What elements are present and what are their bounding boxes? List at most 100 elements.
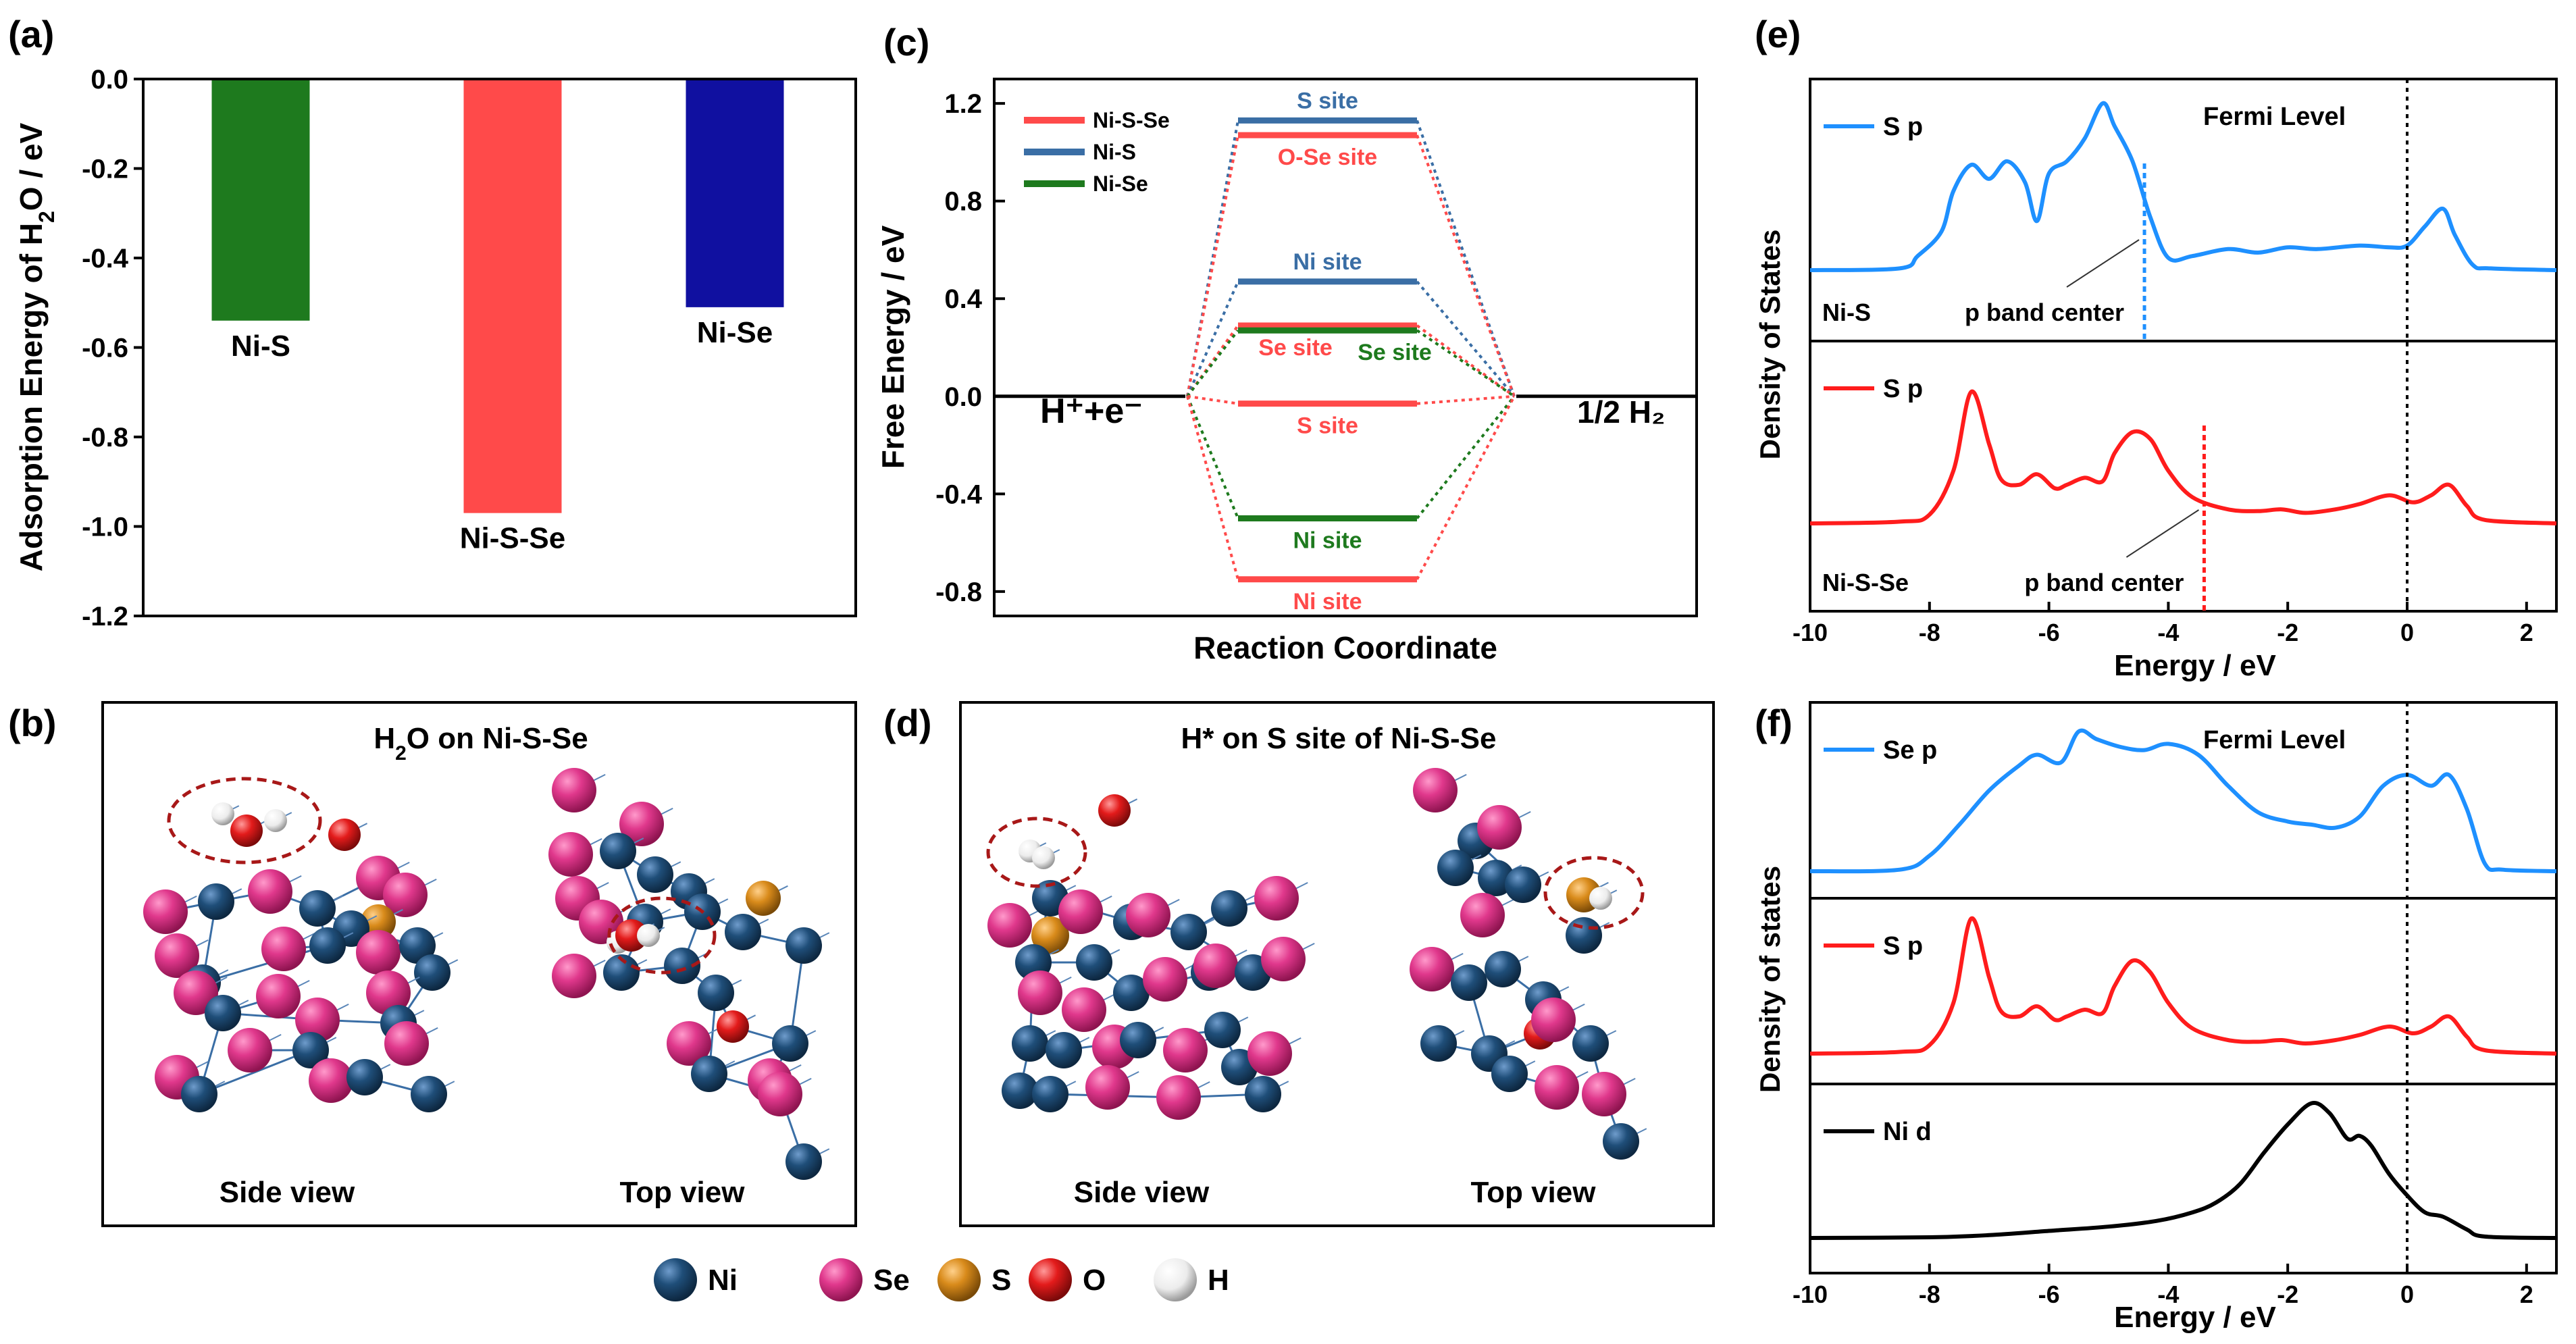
se-atom [261, 927, 306, 971]
c-connector-right [1416, 395, 1516, 580]
h-atom [1032, 846, 1055, 869]
se-atom [1163, 1028, 1208, 1072]
a-ytick-label: -0.8 [82, 423, 128, 453]
ni-atom [1204, 1012, 1241, 1048]
chart-a-bar: 0.0-0.2-0.4-0.6-0.8-1.0-1.2 Ni-SNi-S-SeN… [14, 65, 857, 631]
c-level-label: Se site [1258, 335, 1333, 361]
c-ytick-label: -0.8 [935, 577, 982, 607]
se-atom [309, 1058, 353, 1103]
se-atom [1535, 1065, 1579, 1110]
f-body-xtick-label: 2 [2520, 1281, 2533, 1308]
c-connector-right [1416, 324, 1516, 398]
ni-atom [292, 1032, 329, 1068]
c-connector-left [1186, 396, 1239, 519]
se-atom [1018, 971, 1062, 1015]
c-level-label: Ni site [1293, 589, 1362, 615]
ni-atom [1572, 1025, 1609, 1062]
se-atom [383, 873, 428, 917]
c-ytick-label: 0.4 [944, 284, 982, 314]
h-atom [211, 802, 234, 825]
a-bar-label: Ni-Se [697, 316, 773, 349]
d-top-label: Top view [1471, 1176, 1597, 1209]
ni-atom [1485, 951, 1521, 987]
e-body-xtick-label: 0 [2400, 619, 2414, 646]
o-atom [1098, 794, 1131, 827]
a-ytick-label: -0.4 [82, 244, 129, 274]
legend-atom-label: Ni [708, 1264, 738, 1297]
e-body-legend-label: S p [1883, 113, 1923, 141]
ni-atom [411, 1076, 447, 1112]
c-start-label: H⁺+e⁻ [1040, 392, 1143, 431]
c-energy-levels: S site O-Se site Ni site Se site Se site S si… [994, 88, 1697, 615]
legend-atom-label: Se [873, 1264, 910, 1297]
ni-atom [1170, 914, 1207, 950]
f-body-legend-label: S p [1883, 932, 1923, 960]
se-atom [1413, 768, 1458, 812]
ni-atom [1491, 1056, 1528, 1092]
legend-o-atom [1029, 1258, 1072, 1301]
f-body-legend-label: Ni d [1883, 1118, 1932, 1146]
se-atom [384, 1021, 429, 1066]
e-body-legend-label: S p [1883, 375, 1923, 403]
ni-atom [198, 883, 234, 920]
se-atom [1143, 957, 1187, 1002]
f-plot-body: Se p S p Ni d Fermi Level -10 -8 -6 -4 -2 0 2 [1793, 701, 2558, 1308]
ni-atom [1076, 944, 1112, 981]
d-frame [959, 701, 1715, 1227]
c-connector-right [1416, 394, 1515, 405]
se-atom [1460, 893, 1505, 937]
se-atom [143, 889, 188, 934]
c-axis-ticks: 1.2 0.8 0.4 0.0 -0.4 -0.8 [935, 89, 1005, 607]
ni-atom [1420, 1025, 1457, 1062]
c-connector-right [1416, 395, 1516, 519]
f-ylabel: Density of states [1754, 866, 1786, 1093]
c-level-label: O-Se site [1278, 145, 1377, 170]
a-bars: Ni-S Ni-S-Se Ni-Se [211, 79, 784, 555]
b-top-view-model [548, 768, 830, 1180]
ni-atom [1113, 975, 1150, 1011]
structure-b: H2O on Ni-S-Se Side view Top view [101, 701, 857, 1227]
c-legend-label: Ni-S-Se [1093, 108, 1170, 132]
f-body-xtick-label: -4 [2157, 1281, 2179, 1308]
c-level-label: Ni site [1293, 527, 1362, 553]
ni-atom [1032, 1076, 1068, 1112]
h-atom [1589, 887, 1612, 910]
ni-atom [205, 995, 241, 1031]
f-body-dos-curve [1809, 728, 2557, 874]
f-xlabel: Energy / eV [2114, 1301, 2276, 1334]
c-xlabel: Reaction Coordinate [1193, 630, 1497, 665]
e-body-system-label: Ni-S-Se [1822, 569, 1909, 596]
a-bar-ni-s [211, 79, 310, 321]
ni-atom [414, 954, 450, 991]
se-atom [1058, 889, 1103, 934]
c-connector-right [1416, 134, 1516, 397]
c-legend-label: Ni-Se [1093, 172, 1148, 196]
c-level-label: Se site [1358, 340, 1432, 365]
se-atom [619, 802, 664, 846]
f-body-subpanel-frame [1809, 701, 2558, 900]
se-atom [256, 974, 301, 1018]
e-body-subpanel-frame [1809, 340, 2558, 613]
ni-atom [725, 914, 761, 950]
e-ylabel: Density of States [1754, 230, 1786, 460]
e-body-dos-curve [1809, 101, 2557, 272]
c-end-label: 1/2 H₂ [1577, 394, 1665, 430]
a-bar-label: Ni-S-Se [460, 522, 565, 555]
a-ytick-label: -0.6 [82, 334, 128, 363]
e-body-fermi-label: Fermi Level [2203, 103, 2346, 131]
f-body-dos-curve [1809, 1100, 2557, 1240]
a-bar-ni-se [686, 79, 784, 307]
ni-atom [1451, 964, 1487, 1001]
d-side-label: Side view [1074, 1176, 1210, 1209]
se-atom [1156, 1075, 1201, 1120]
ni-atom [698, 975, 734, 1011]
ni-atom [399, 927, 436, 964]
b-top-label: Top view [620, 1176, 746, 1209]
e-body-xtick-label: -10 [1793, 619, 1828, 646]
f-body-xtick-label: -10 [1793, 1281, 1828, 1308]
panel-label-d: (d) [883, 702, 932, 744]
se-atom [552, 954, 596, 998]
ni-atom [664, 948, 700, 984]
chart-f-dos: Se p S p Ni d Fermi Level -10 -8 -6 -4 -2 0 2 Ener… [1754, 701, 2558, 1334]
